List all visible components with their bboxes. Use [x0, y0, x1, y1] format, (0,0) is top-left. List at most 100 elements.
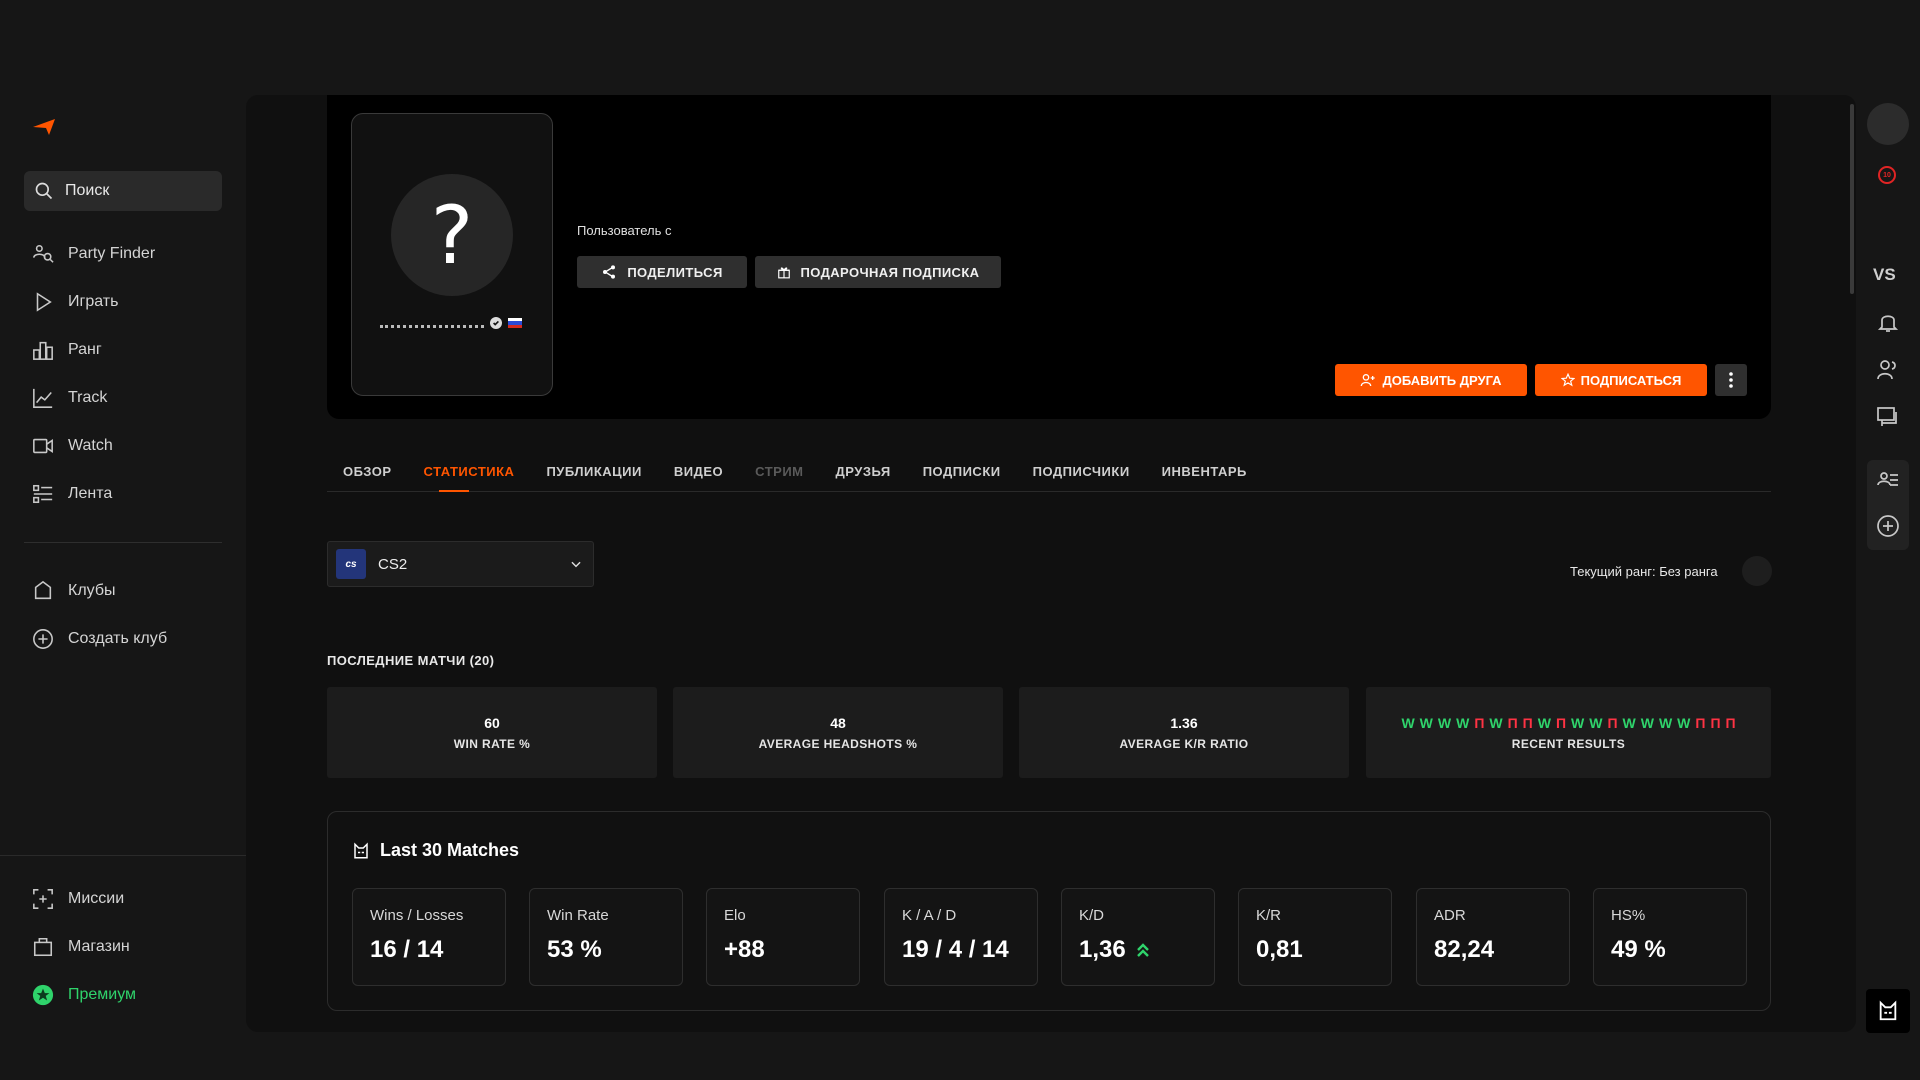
nav-item-party-finder[interactable]: Party Finder — [24, 230, 224, 278]
sidebar-bottom-divider — [0, 855, 246, 856]
subscribe-button[interactable]: ПОДПИСАТЬСЯ — [1535, 364, 1707, 396]
nav-item-feed[interactable]: Лента — [24, 470, 224, 518]
left-sidebar: Поиск Party Finder Играть Ранг Track Wat… — [0, 0, 246, 1080]
gift-label: ПОДАРОЧНАЯ ПОДПИСКА — [800, 264, 980, 280]
tab-friends[interactable]: ДРУЗЬЯ — [835, 464, 891, 479]
tab-stream[interactable]: СТРИМ — [755, 464, 804, 479]
user-avatar[interactable] — [1867, 103, 1909, 145]
result-win: W — [1401, 714, 1415, 731]
metric-label: HS% — [1611, 907, 1646, 924]
friends-button[interactable] — [1876, 358, 1900, 382]
tab-overview[interactable]: ОБЗОР — [343, 464, 392, 479]
nav-item-clubs[interactable]: Клубы — [24, 567, 224, 615]
scrollbar[interactable] — [1850, 104, 1854, 294]
nav-item-rank[interactable]: Ранг — [24, 326, 224, 374]
result-win: W — [1489, 714, 1503, 731]
result-loss: П — [1474, 714, 1485, 731]
result-win: W — [1640, 714, 1654, 731]
avatar-card: ? — [351, 113, 553, 396]
vs-button[interactable]: VS — [1873, 265, 1896, 284]
party-button[interactable] — [1876, 469, 1900, 493]
premium-icon — [32, 984, 54, 1006]
metric-value: +88 — [724, 936, 859, 964]
tab-video[interactable]: ВИДЕО — [673, 464, 724, 479]
nickname-row — [380, 315, 530, 331]
level-badge[interactable]: 10 — [1878, 166, 1896, 184]
nickname-hidden — [380, 324, 484, 328]
rail-group — [1867, 460, 1909, 550]
add-friend-icon — [1361, 374, 1376, 387]
chat-button[interactable] — [1876, 405, 1900, 429]
metric-card-kr: K/R 0,81 — [1238, 888, 1392, 986]
metric-value: 1,36 — [1079, 936, 1214, 964]
stat-label: AVERAGE HEADSHOTS % — [758, 736, 918, 751]
faceit-icon — [1879, 1000, 1897, 1021]
stat-value: 1.36 — [1170, 714, 1198, 731]
metric-card-kd: K/D 1,36 — [1061, 888, 1215, 986]
avatar[interactable]: ? — [391, 174, 513, 296]
track-icon — [33, 388, 53, 408]
nav-label: Премиум — [68, 986, 137, 1003]
search-input[interactable]: Поиск — [24, 171, 222, 211]
metric-value: 16 / 14 — [370, 936, 505, 964]
metric-value: 82,24 — [1434, 936, 1569, 964]
missions-icon — [33, 889, 53, 909]
user-since-label: Пользователь с — [577, 223, 672, 238]
nav-item-track[interactable]: Track — [24, 374, 224, 422]
tab-subscriptions[interactable]: ПОДПИСКИ — [922, 464, 1001, 479]
result-win: W — [1622, 714, 1636, 731]
last-30-matches-panel: Last 30 Matches Wins / Losses 16 / 14 Wi… — [327, 811, 1771, 1011]
result-win: W — [1677, 714, 1691, 731]
gift-subscription-button[interactable]: ПОДАРОЧНАЯ ПОДПИСКА — [755, 256, 1001, 288]
stat-label: RECENT RESULTS — [1511, 736, 1626, 751]
more-options-button[interactable] — [1715, 364, 1747, 396]
metric-value: 53 % — [547, 936, 682, 964]
nav-label: Создать клуб — [68, 630, 168, 647]
metric-value-text: 19 / 4 / 14 — [902, 936, 1009, 963]
last-30-title-text: Last 30 Matches — [380, 840, 520, 860]
chat-icon — [1877, 407, 1897, 426]
faceit-button[interactable] — [1866, 989, 1910, 1033]
subscribe-label: ПОДПИСАТЬСЯ — [1580, 372, 1682, 388]
result-win: W — [1419, 714, 1433, 731]
share-button[interactable]: ПОДЕЛИТЬСЯ — [577, 256, 747, 288]
rank-icon — [33, 341, 53, 360]
nav-item-play[interactable]: Играть — [24, 278, 224, 326]
result-loss: П — [1555, 714, 1566, 731]
metric-value-text: +88 — [724, 936, 765, 963]
tab-publications[interactable]: ПУБЛИКАЦИИ — [546, 464, 642, 479]
add-button[interactable] — [1876, 514, 1900, 538]
metric-value: 0,81 — [1256, 936, 1391, 964]
verified-icon — [490, 317, 502, 329]
notifications-button[interactable] — [1876, 310, 1900, 334]
game-select[interactable]: cs CS2 — [327, 541, 594, 587]
feed-icon — [33, 484, 53, 504]
result-win: W — [1571, 714, 1585, 731]
tab-inventory[interactable]: ИНВЕНТАРЬ — [1161, 464, 1247, 479]
metric-card-wins-losses: Wins / Losses 16 / 14 — [352, 888, 506, 986]
add-friend-button[interactable]: ДОБАВИТЬ ДРУГА — [1335, 364, 1527, 396]
result-loss: П — [1695, 714, 1706, 731]
result-win: W — [1537, 714, 1551, 731]
tab-statistics[interactable]: СТАТИСТИКА — [408, 452, 531, 492]
nav-item-create-club[interactable]: Создать клуб — [24, 615, 224, 663]
star-icon — [1560, 373, 1575, 387]
nav-item-missions[interactable]: Миссии — [24, 875, 224, 923]
main-nav: Party Finder Играть Ранг Track Watch Лен… — [24, 230, 224, 518]
nav-label: Клубы — [68, 582, 116, 599]
nav-item-premium[interactable]: Премиум — [24, 971, 224, 1019]
clubs-icon — [34, 580, 52, 600]
metric-card-hs: HS% 49 % — [1593, 888, 1747, 986]
nav-item-shop[interactable]: Магазин — [24, 923, 224, 971]
logo-icon[interactable] — [31, 117, 57, 137]
create-club-icon — [33, 629, 53, 649]
recent-matches-title: ПОСЛЕДНИЕ МАТЧИ (20) — [327, 653, 495, 668]
nav-label: Лента — [68, 485, 113, 502]
tab-subscribers[interactable]: ПОДПИСЧИКИ — [1032, 464, 1130, 479]
gift-icon — [777, 267, 790, 279]
nav-item-watch[interactable]: Watch — [24, 422, 224, 470]
result-win: W — [1456, 714, 1470, 731]
metric-label: ADR — [1434, 907, 1466, 924]
